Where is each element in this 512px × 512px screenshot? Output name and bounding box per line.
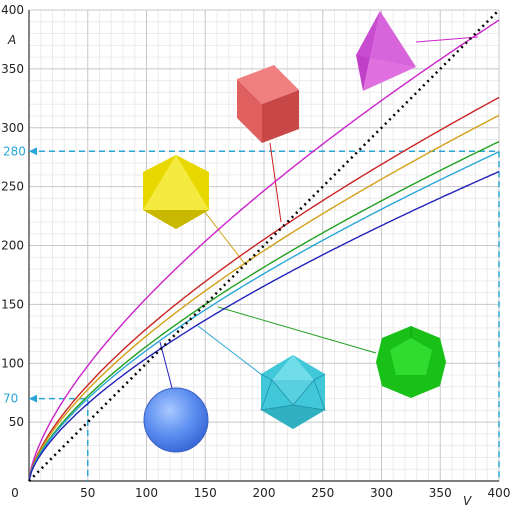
leader-line [203, 210, 246, 265]
leader-line [415, 36, 479, 43]
axes [28, 10, 499, 482]
tetrahedron-icon [356, 11, 416, 91]
y-tick-label: 300 [1, 121, 24, 135]
cube-icon [237, 65, 299, 143]
dodecahedron-icon [376, 326, 446, 398]
series-line-icosahedron [28, 151, 500, 482]
y-tick-label: 100 [1, 356, 24, 370]
y-axis-label: A [7, 33, 16, 47]
x-tick-label: 400 [488, 486, 511, 500]
shape-leader-lines [159, 36, 479, 389]
marker-guide [29, 397, 89, 481]
marker-arrow [29, 147, 37, 156]
x-tick-label: 250 [311, 486, 334, 500]
series-line-sphere [28, 170, 500, 482]
sphere-icon [143, 387, 209, 453]
x-tick-label: 350 [429, 486, 452, 500]
leader-line [217, 306, 377, 354]
y-tick-label: 50 [9, 415, 24, 429]
leader-line [159, 341, 173, 389]
x-tick-label: 300 [370, 486, 393, 500]
icosahedron-icon [260, 355, 326, 429]
octahedron-icon [143, 155, 209, 229]
x-tick-label: 150 [194, 486, 217, 500]
x-tick-label: 50 [80, 486, 95, 500]
y-tick-label: 350 [1, 62, 24, 76]
series-line-cube [28, 96, 500, 482]
marker-arrow [29, 394, 37, 403]
y-tick-label: 200 [1, 239, 24, 253]
marker-value-label: 70 [3, 392, 18, 406]
series-line-tetrahedron [28, 19, 500, 482]
x-axis-label: V [463, 494, 472, 508]
series-line-octahedron [28, 114, 500, 482]
markers [29, 147, 500, 481]
marker-value-label: 280 [3, 144, 26, 158]
y-tick-label: 150 [1, 297, 24, 311]
series-lines [28, 19, 500, 482]
leader-line [269, 142, 282, 223]
x-tick-label: 200 [253, 486, 276, 500]
series-line-dodecahedron [28, 140, 500, 482]
y-tick-labels: 50 100 150 200 250 300 350 400 [1, 3, 24, 429]
marker-labels: 70 280 [3, 144, 26, 405]
y-tick-label: 400 [1, 3, 24, 17]
leader-line [197, 325, 263, 376]
x-tick-label: 100 [135, 486, 158, 500]
x-tick-labels: 0 50 100 150 200 250 300 350 400 [11, 486, 510, 500]
y-tick-label: 250 [1, 180, 24, 194]
x-tick-label: 0 [11, 486, 19, 500]
marker-guide [29, 150, 500, 481]
